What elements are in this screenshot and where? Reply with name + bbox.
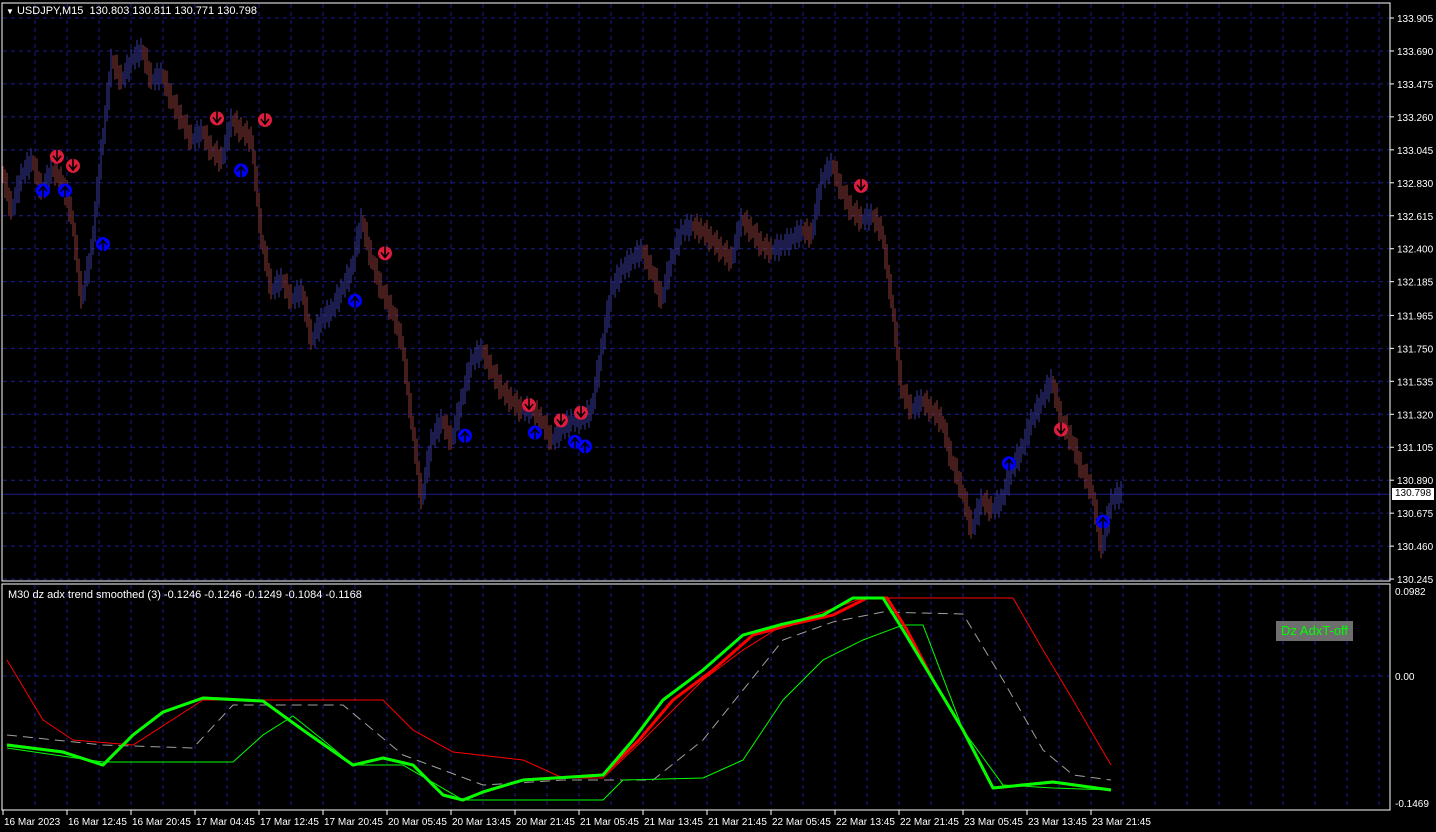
sell-signal: [1054, 422, 1068, 437]
buy-signal: [58, 183, 72, 198]
time-axis-label: 20 Mar 05:45: [388, 817, 447, 828]
buy-signal: [96, 237, 110, 252]
time-axis-label: 17 Mar 20:45: [324, 817, 383, 828]
price-axis-label: 133.475: [1397, 80, 1434, 91]
arrow-up-icon: [570, 436, 580, 449]
time-axis-label: 22 Mar 21:45: [900, 817, 959, 828]
price-axis-label: 130.675: [1397, 509, 1434, 520]
sell-signal: [258, 112, 272, 127]
sell-signal: [210, 111, 224, 126]
chart-title: ▼ USDJPY,M15 130.803 130.811 130.771 130…: [6, 5, 257, 17]
indicator-panel-frame: [1, 583, 1391, 811]
arrow-down-icon: [212, 111, 222, 124]
arrow-down-icon: [856, 178, 866, 192]
price-axis-label: 132.830: [1397, 179, 1434, 190]
main-panel-frame: [1, 2, 1391, 582]
buy-signal: [1096, 514, 1110, 529]
price-axis-label: 133.260: [1397, 113, 1434, 124]
time-axis-label: 23 Mar 21:45: [1092, 817, 1151, 828]
time-axis-label: 22 Mar 13:45: [836, 817, 895, 828]
price-axis-label: 132.400: [1397, 245, 1434, 256]
arrow-up-icon: [350, 295, 360, 308]
indicator-axis-label: 0.00: [1395, 672, 1415, 683]
indicator-line: [6, 611, 1112, 786]
indicator-line: [6, 597, 1112, 779]
arrow-down-icon: [1056, 422, 1066, 435]
buy-signal: [234, 163, 248, 178]
indicator-line: [6, 624, 1112, 801]
sell-signal: [554, 413, 568, 428]
arrow-up-icon: [1098, 516, 1108, 529]
time-axis-label: 16 Mar 12:45: [68, 817, 127, 828]
price-axis-label: 131.320: [1397, 410, 1434, 421]
buy-signal: [348, 293, 362, 308]
arrow-up-icon: [580, 441, 590, 454]
price-axis-label: 133.045: [1397, 146, 1434, 157]
price-axis-label: 130.890: [1397, 476, 1434, 487]
time-axis-label: 16 Mar 2023: [4, 817, 61, 828]
arrow-down-icon: [52, 149, 62, 163]
arrow-down-icon: [576, 405, 586, 419]
arrow-down-icon: [556, 413, 566, 426]
adx-toggle-button[interactable]: Dz AdxT-off: [1276, 621, 1353, 641]
buy-signal: [528, 425, 542, 440]
price-axis-label: 133.690: [1397, 47, 1434, 58]
arrow-down-icon: [68, 158, 78, 172]
time-axis-label: 21 Mar 05:45: [580, 817, 639, 828]
sell-signal: [66, 158, 80, 173]
sell-signal: [854, 178, 868, 193]
arrow-up-icon: [38, 185, 48, 198]
buy-signal: [458, 428, 472, 443]
time-axis-label: 20 Mar 21:45: [516, 817, 575, 828]
time-axis-label: 17 Mar 12:45: [260, 817, 319, 828]
indicator-title: M30 dz adx trend smoothed (3) -0.1246 -0…: [8, 589, 362, 601]
buy-signal: [36, 183, 50, 198]
price-axis-label: 133.905: [1397, 14, 1434, 25]
indicator-line: [6, 596, 1112, 802]
sell-signal: [378, 246, 392, 261]
arrow-down-icon: [380, 246, 390, 259]
price-axis-label: 130.460: [1397, 542, 1434, 553]
time-axis-label: 21 Mar 21:45: [708, 817, 767, 828]
triangle-down-icon[interactable]: ▼: [6, 7, 14, 16]
indicator-axis-label: 0.0982: [1395, 587, 1426, 598]
buy-signal: [578, 439, 592, 454]
time-axis-label: 23 Mar 05:45: [964, 817, 1023, 828]
time-axis-label: 21 Mar 13:45: [644, 817, 703, 828]
arrow-up-icon: [98, 238, 108, 252]
price-axis-label: 131.750: [1397, 344, 1434, 355]
symbol-label: USDJPY,M15: [16, 5, 84, 17]
price-axis-label: 132.185: [1397, 278, 1434, 289]
sell-signal: [522, 398, 536, 413]
time-axis-label: 22 Mar 05:45: [772, 817, 831, 828]
current-price-tag: 130.798: [1392, 488, 1435, 501]
arrow-up-icon: [236, 165, 246, 178]
price-axis-label: 131.105: [1397, 443, 1434, 454]
time-axis-label: 23 Mar 13:45: [1028, 817, 1087, 828]
price-axis-label: 131.965: [1397, 311, 1434, 322]
arrow-up-icon: [530, 427, 540, 440]
time-axis-label: 16 Mar 20:45: [132, 817, 191, 828]
arrow-up-icon: [460, 430, 470, 443]
price-axis-label: 131.535: [1397, 377, 1434, 388]
time-axis-label: 20 Mar 13:45: [452, 817, 511, 828]
arrow-down-icon: [260, 112, 270, 126]
time-axis-label: 17 Mar 04:45: [196, 817, 255, 828]
price-axis-label: 130.245: [1397, 575, 1434, 586]
arrow-up-icon: [1004, 458, 1014, 471]
price-axis-label: 132.615: [1397, 212, 1434, 223]
indicator-axis-label: -0.1469: [1395, 799, 1429, 810]
arrow-up-icon: [60, 185, 70, 198]
ohlc-values: 130.803 130.811 130.771 130.798: [89, 5, 257, 17]
buy-signal: [1002, 456, 1016, 471]
sell-signal: [574, 405, 588, 420]
arrow-down-icon: [524, 398, 534, 411]
sell-signal: [50, 149, 64, 164]
